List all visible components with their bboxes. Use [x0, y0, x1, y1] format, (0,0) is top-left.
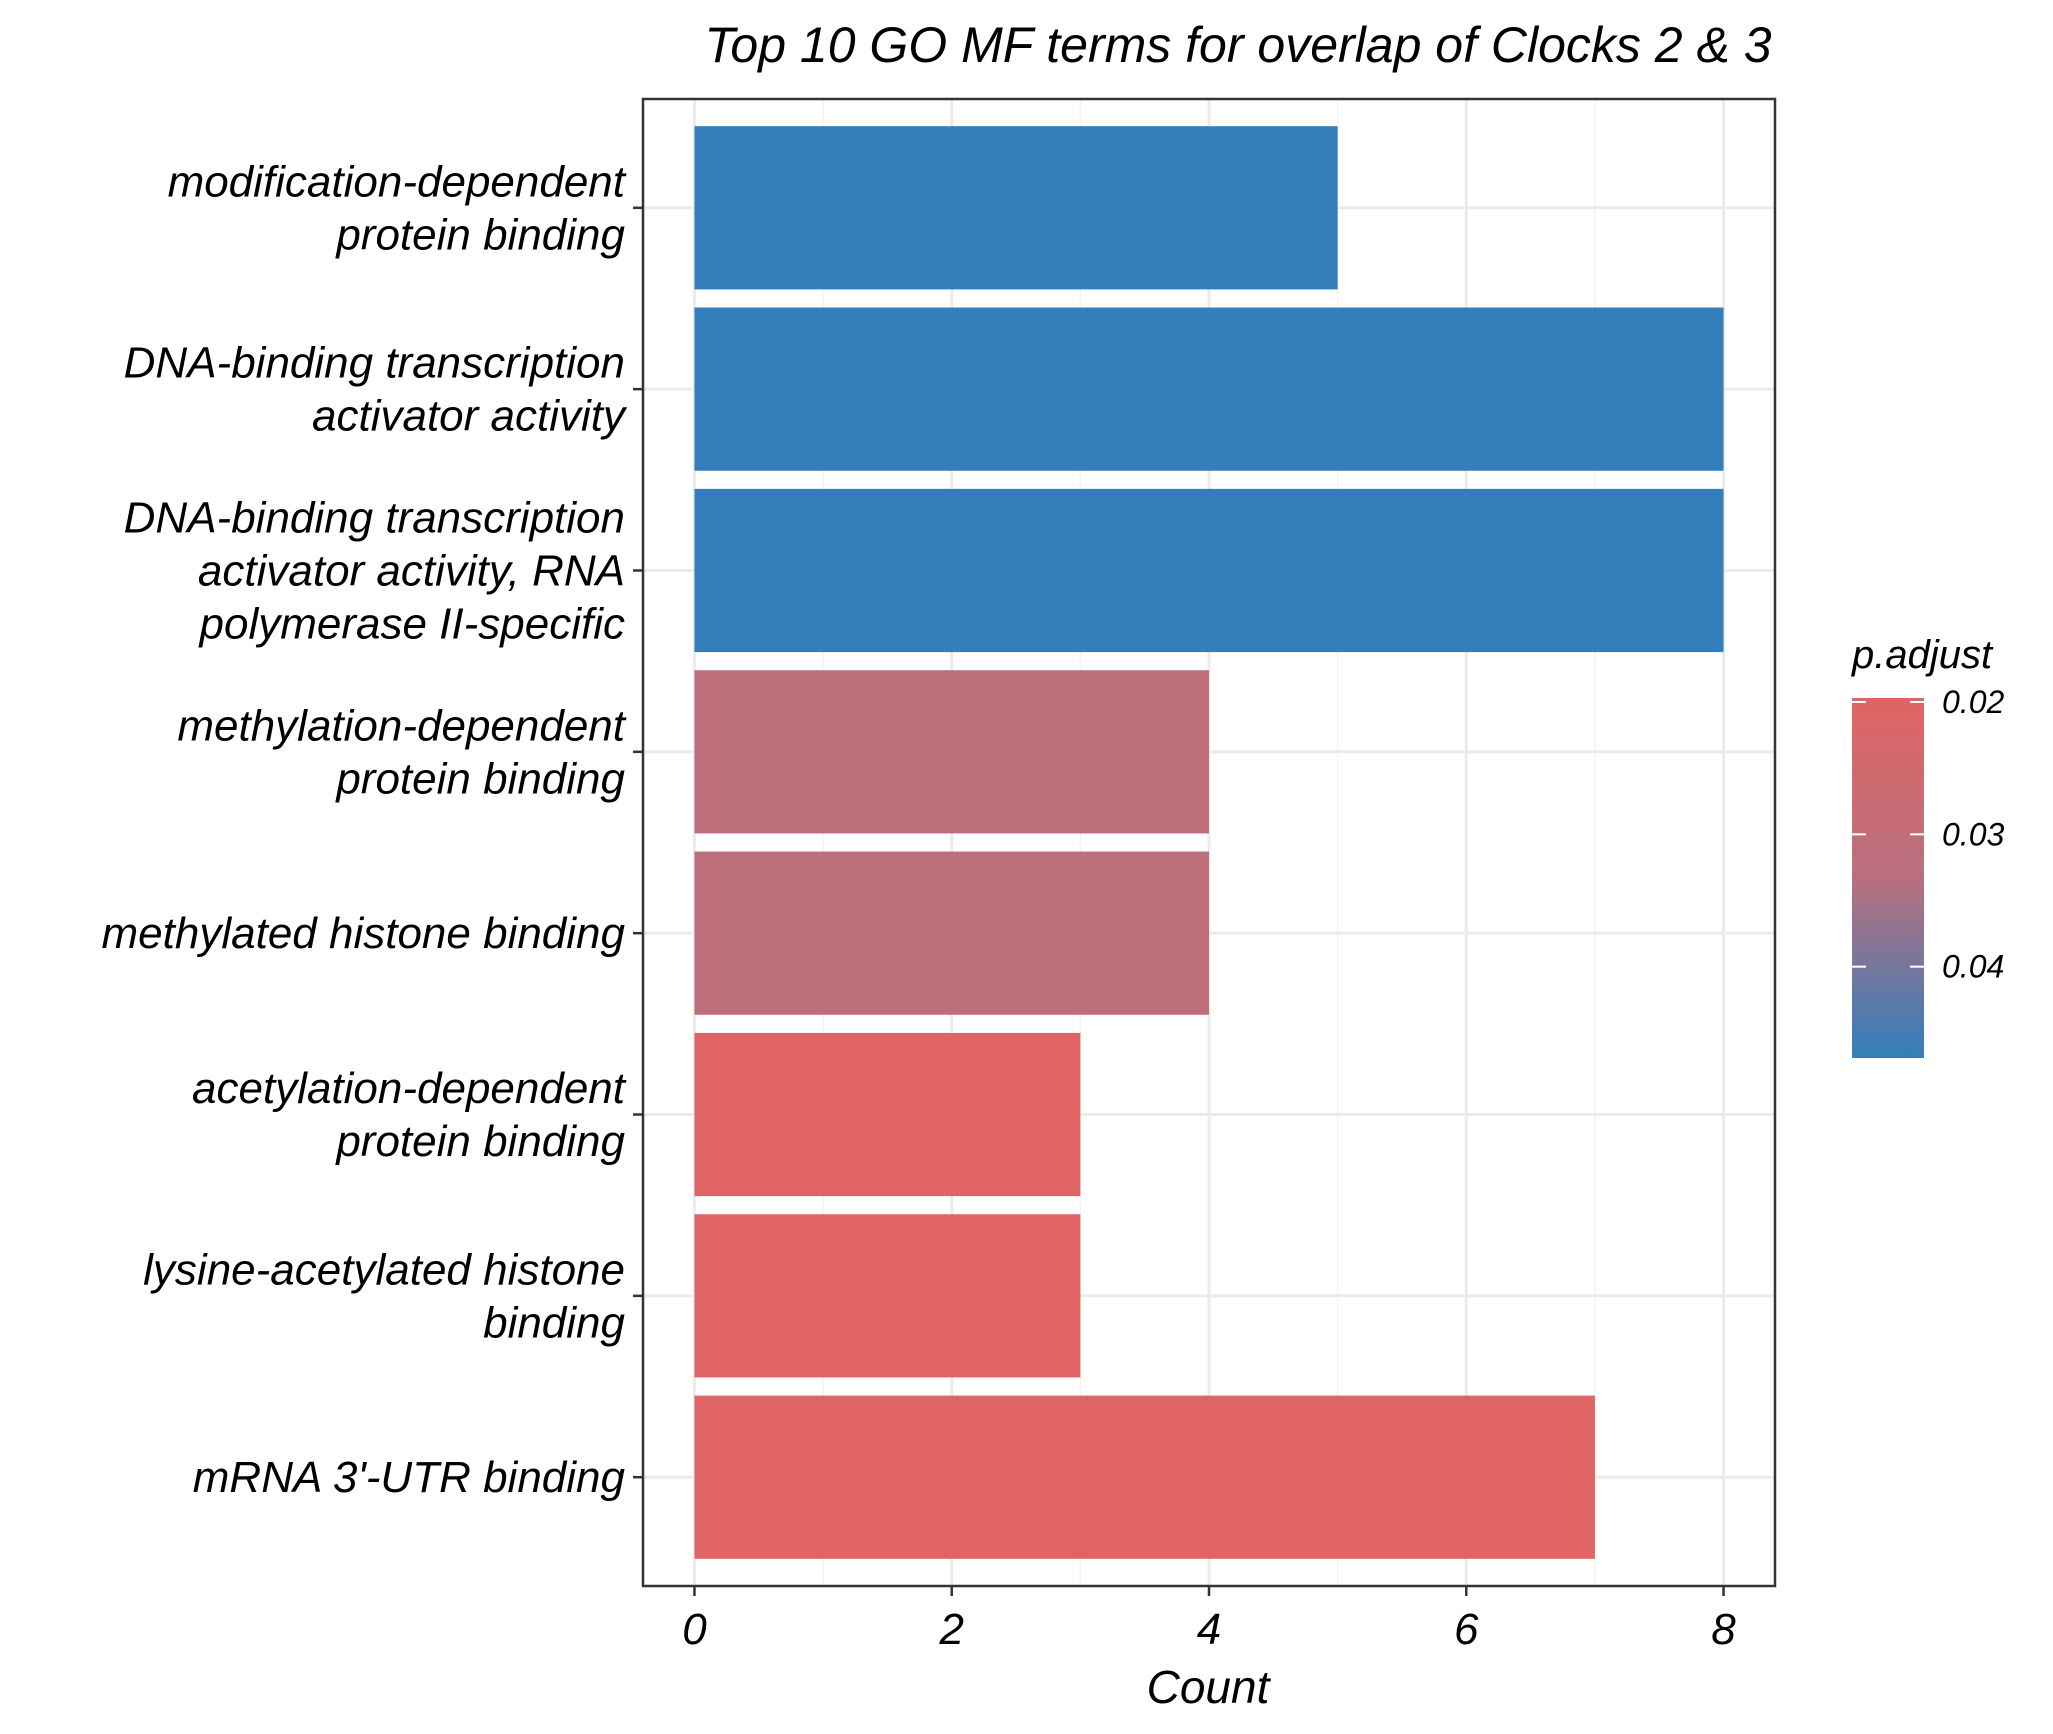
bar — [694, 307, 1724, 471]
category-label: activator activity, RNA — [198, 546, 625, 595]
colorbar-ticks: 0.02 0.03 0.04 — [1852, 684, 2004, 985]
bar — [694, 670, 1209, 834]
category-label: binding — [483, 1298, 625, 1347]
bar — [694, 126, 1338, 290]
colorbar-tick-label: 0.04 — [1942, 949, 2004, 985]
x-tick-label: 0 — [682, 1605, 707, 1654]
category-label: methylated histone binding — [102, 909, 626, 958]
chart-title: Top 10 GO MF terms for overlap of Clocks… — [704, 17, 1771, 73]
y-axis: mRNA 3'-UTR binding lysine-acetylated his… — [102, 157, 643, 1502]
category-label: protein binding — [334, 754, 625, 803]
category-label: polymerase II-specific — [198, 599, 625, 648]
x-axis: 0 2 4 6 8 — [682, 1586, 1736, 1654]
legend-title: p.adjust — [1851, 633, 1994, 677]
bar — [694, 488, 1724, 653]
category-label: acetylation-dependent — [192, 1064, 627, 1113]
category-label: DNA-binding transcription — [124, 339, 625, 388]
legend: p.adjust 0.02 0.03 0.04 — [1851, 633, 2004, 1058]
bar — [694, 1032, 1081, 1197]
colorbar-tick-label: 0.03 — [1942, 816, 2004, 852]
x-tick-label: 4 — [1197, 1605, 1221, 1654]
bar — [694, 851, 1209, 1015]
colorbar-tick-label: 0.02 — [1942, 684, 2004, 720]
category-label: protein binding — [334, 210, 625, 259]
x-tick-label: 8 — [1711, 1605, 1736, 1654]
category-label: mRNA 3'-UTR binding — [193, 1453, 626, 1502]
bar — [694, 1395, 1595, 1559]
bars — [694, 126, 1724, 1559]
colorbar — [1852, 698, 1924, 1058]
x-tick-label: 6 — [1454, 1605, 1479, 1654]
x-axis-title: Count — [1147, 1661, 1272, 1713]
category-label: activator activity — [312, 392, 628, 441]
x-tick-label: 2 — [938, 1605, 963, 1654]
category-label: protein binding — [334, 1117, 625, 1166]
category-label: modification-dependent — [168, 157, 627, 206]
category-label: DNA-binding transcription — [124, 493, 625, 542]
category-label: lysine-acetylated histone — [143, 1245, 625, 1294]
bar — [694, 1214, 1081, 1378]
category-label: methylation-dependent — [177, 701, 626, 750]
